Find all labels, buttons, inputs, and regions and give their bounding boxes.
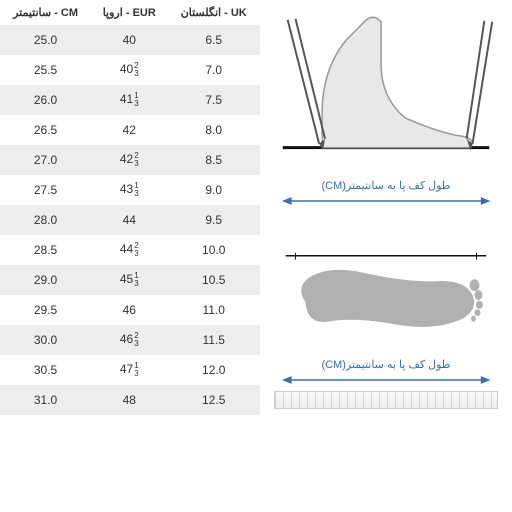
diagram-region: طول کف پا به سانتیمتر(CM) [260, 0, 512, 512]
cell-uk: 10.0 [167, 235, 260, 265]
cell-cm: 28.5 [0, 235, 91, 265]
footprint-svg [268, 238, 504, 356]
footprint-shape [301, 270, 474, 327]
table-row: 26.5428.0 [0, 115, 260, 145]
cell-eur: 4313 [91, 175, 167, 205]
cell-cm: 30.0 [0, 325, 91, 355]
side-foot-caption: طول کف پا به سانتیمتر(CM) [268, 179, 504, 192]
col-header-uk: UK - انگلستان [167, 0, 260, 25]
cell-cm: 28.0 [0, 205, 91, 235]
cell-cm: 26.0 [0, 85, 91, 115]
cell-eur: 4423 [91, 235, 167, 265]
cell-cm: 25.0 [0, 25, 91, 55]
foot-silhouette [322, 17, 472, 147]
cell-cm: 31.0 [0, 385, 91, 415]
ruler-icon [274, 391, 498, 409]
pencil-left-icon [288, 19, 325, 150]
cell-eur: 46 [91, 295, 167, 325]
cell-uk: 11.0 [167, 295, 260, 325]
table-row: 29.0451310.5 [0, 265, 260, 295]
cell-uk: 8.5 [167, 145, 260, 175]
pencil-right-icon [467, 21, 493, 151]
cell-cm: 29.0 [0, 265, 91, 295]
cell-eur: 48 [91, 385, 167, 415]
cell-uk: 9.5 [167, 205, 260, 235]
side-foot-arrow [280, 194, 492, 208]
side-foot-svg [268, 10, 504, 177]
cell-cm: 29.5 [0, 295, 91, 325]
table-row: 26.041137.5 [0, 85, 260, 115]
cell-cm: 30.5 [0, 355, 91, 385]
size-table: CM - سانتیمتر EUR - اروپا UK - انگلستان … [0, 0, 260, 415]
cell-uk: 12.0 [167, 355, 260, 385]
table-row: 25.540237.0 [0, 55, 260, 85]
table-row: 25.0406.5 [0, 25, 260, 55]
col-header-eur: EUR - اروپا [91, 0, 167, 25]
cell-uk: 11.5 [167, 325, 260, 355]
cell-uk: 8.0 [167, 115, 260, 145]
cell-uk: 7.0 [167, 55, 260, 85]
size-table-region: CM - سانتیمتر EUR - اروپا UK - انگلستان … [0, 0, 260, 512]
table-row: 27.543139.0 [0, 175, 260, 205]
table-row: 30.0462311.5 [0, 325, 260, 355]
cell-eur: 4223 [91, 145, 167, 175]
footprint-caption: طول کف پا به سانتیمتر(CM) [268, 358, 504, 371]
table-row: 30.5471312.0 [0, 355, 260, 385]
col-header-cm: CM - سانتیمتر [0, 0, 91, 25]
cell-uk: 9.0 [167, 175, 260, 205]
cell-uk: 7.5 [167, 85, 260, 115]
cell-cm: 27.0 [0, 145, 91, 175]
cell-eur: 4113 [91, 85, 167, 115]
table-header-row: CM - سانتیمتر EUR - اروپا UK - انگلستان [0, 0, 260, 25]
cell-eur: 44 [91, 205, 167, 235]
table-row: 27.042238.5 [0, 145, 260, 175]
table-row: 28.0449.5 [0, 205, 260, 235]
main-container: CM - سانتیمتر EUR - اروپا UK - انگلستان … [0, 0, 512, 512]
cell-eur: 4513 [91, 265, 167, 295]
cell-cm: 26.5 [0, 115, 91, 145]
cell-eur: 42 [91, 115, 167, 145]
table-row: 31.04812.5 [0, 385, 260, 415]
cell-uk: 12.5 [167, 385, 260, 415]
footprint-diagram: طول کف پا به سانتیمتر(CM) [268, 238, 504, 409]
footprint-arrow [280, 373, 492, 387]
table-body: 25.0406.525.540237.026.041137.526.5428.0… [0, 25, 260, 415]
cell-uk: 10.5 [167, 265, 260, 295]
table-row: 28.5442310.0 [0, 235, 260, 265]
side-foot-diagram: طول کف پا به سانتیمتر(CM) [268, 10, 504, 208]
cell-cm: 25.5 [0, 55, 91, 85]
cell-eur: 4713 [91, 355, 167, 385]
cell-uk: 6.5 [167, 25, 260, 55]
cell-cm: 27.5 [0, 175, 91, 205]
table-row: 29.54611.0 [0, 295, 260, 325]
cell-eur: 4023 [91, 55, 167, 85]
cell-eur: 4623 [91, 325, 167, 355]
cell-eur: 40 [91, 25, 167, 55]
